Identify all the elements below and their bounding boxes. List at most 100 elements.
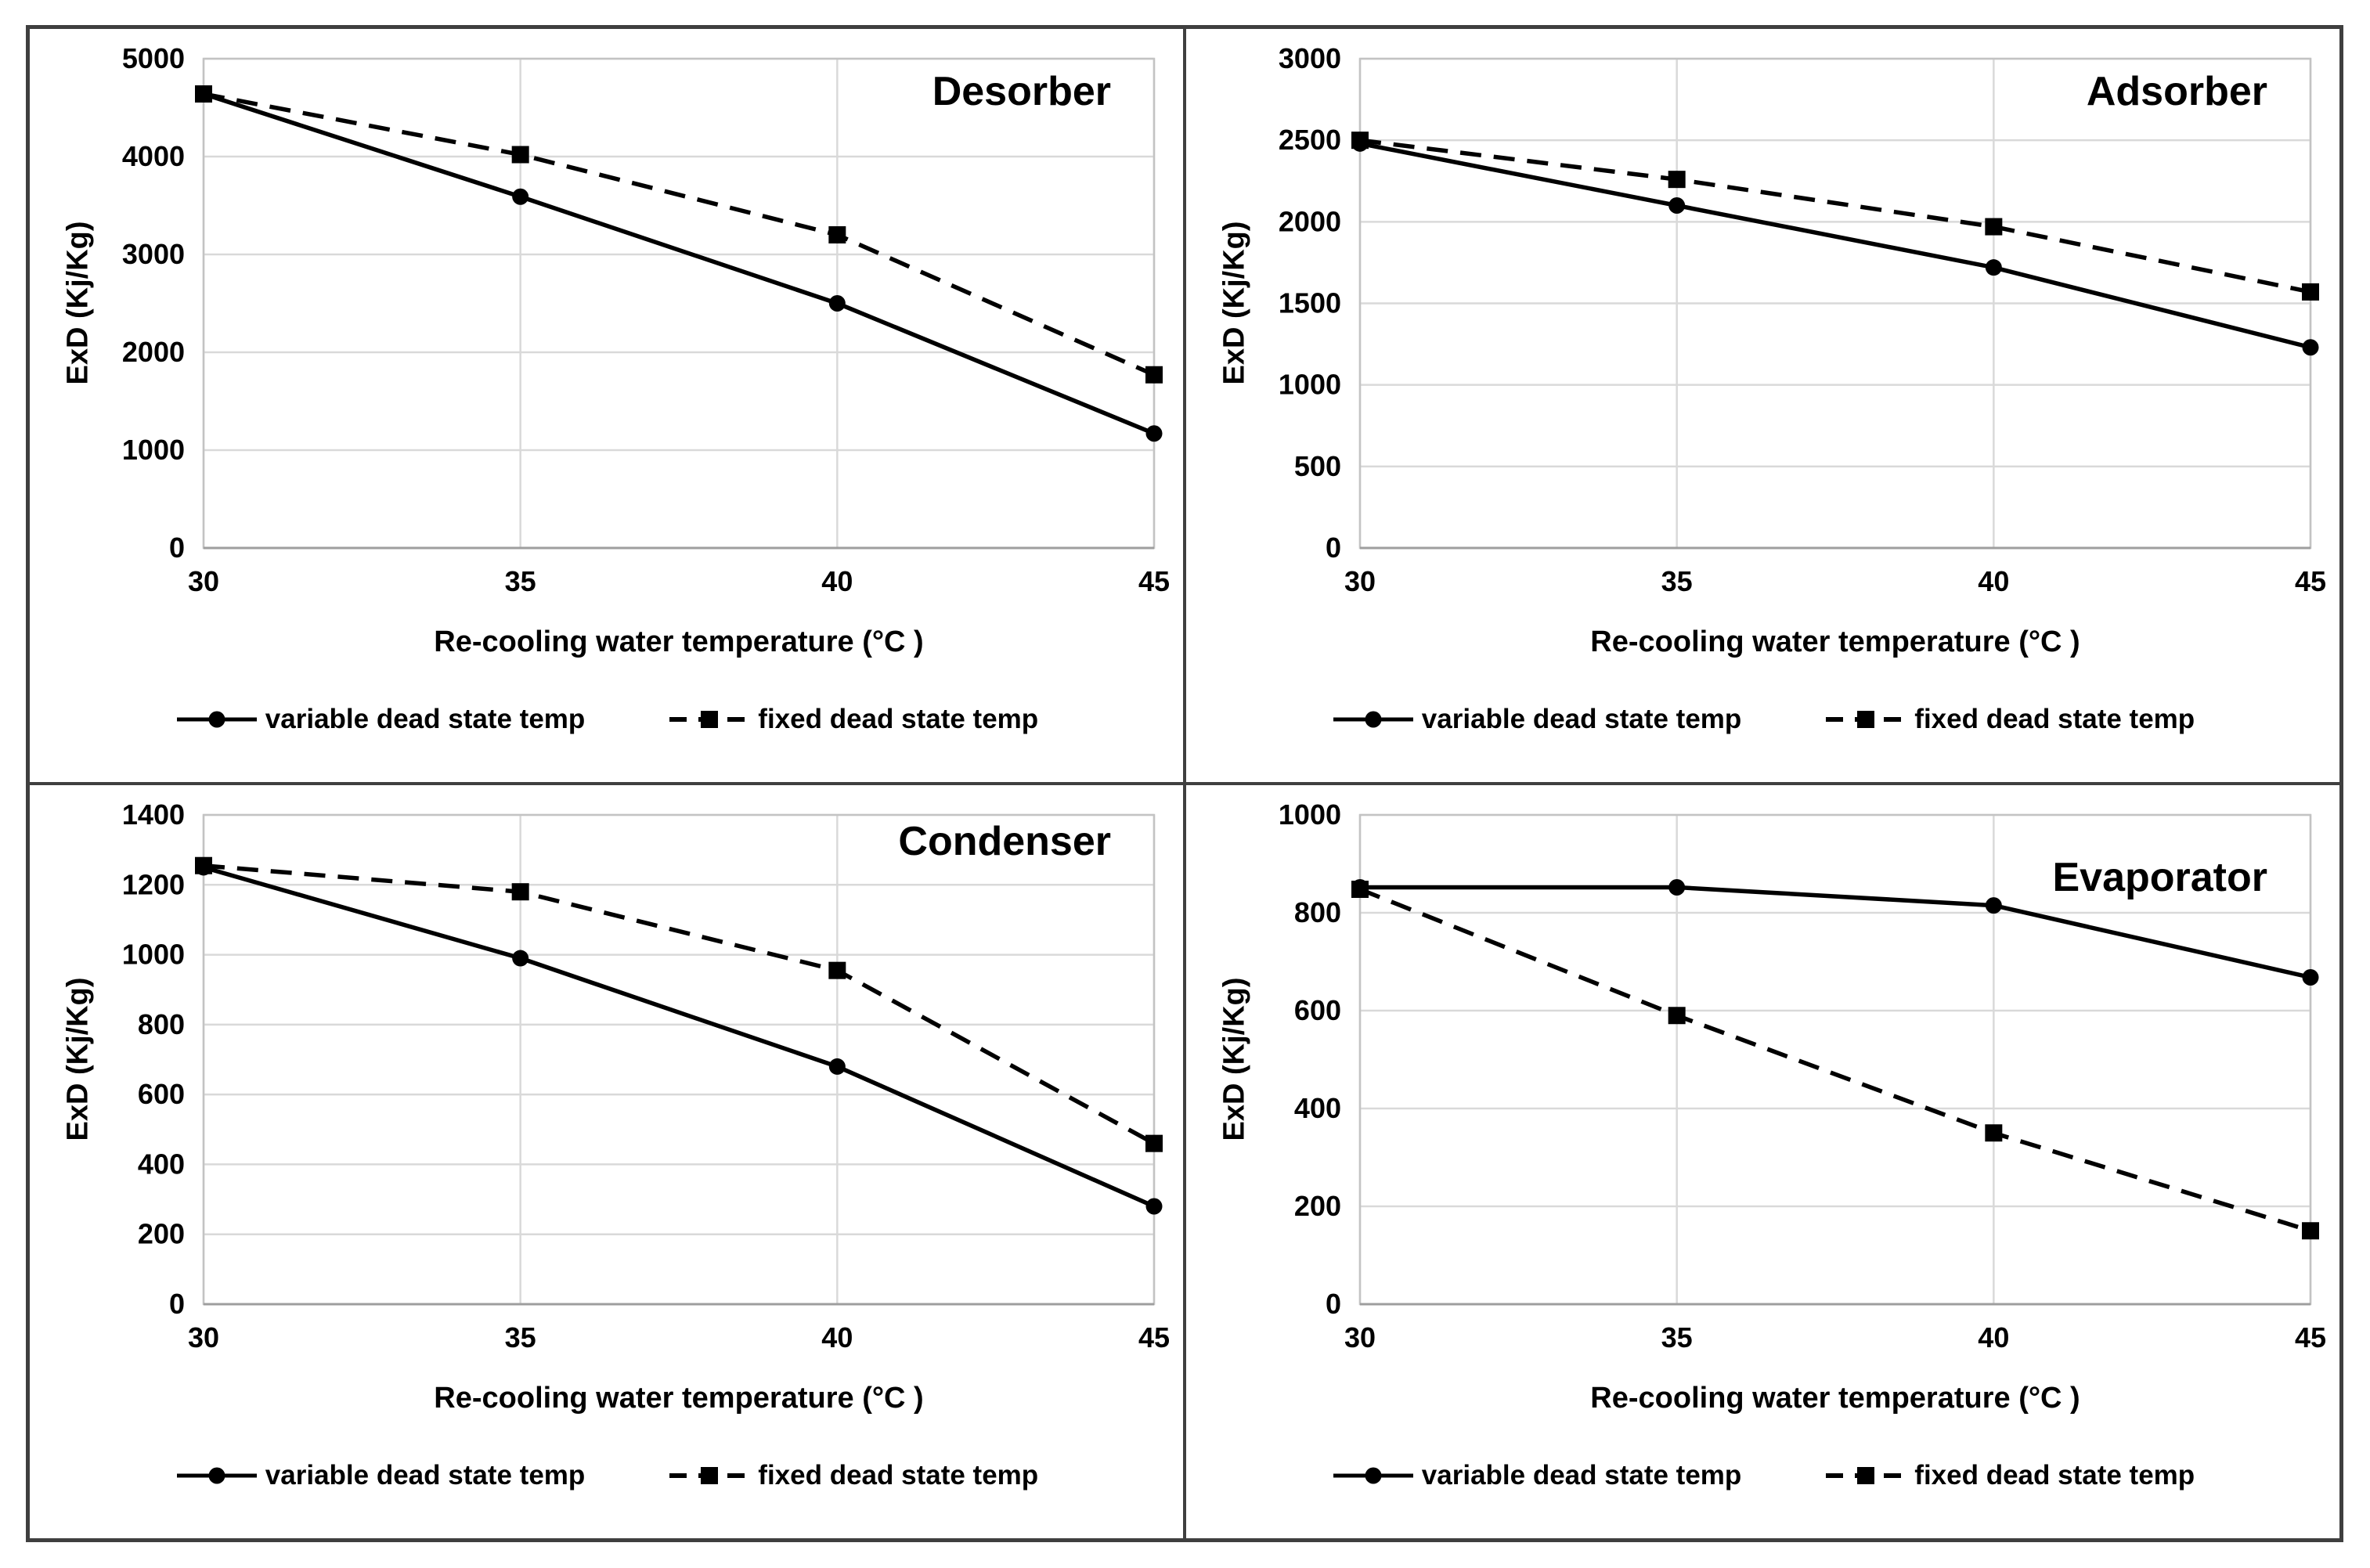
dashed-line-square-marker-icon bbox=[669, 1467, 750, 1484]
y-axis-title: ExD (Kj/Kg) bbox=[1217, 221, 1251, 385]
legend: variable dead state temp fixed dead stat… bbox=[1186, 1460, 2339, 1491]
y-tick-label: 2000 bbox=[122, 336, 185, 368]
y-tick-label: 1000 bbox=[1279, 798, 1341, 831]
legend-entry-variable: variable dead state temp bbox=[175, 704, 586, 735]
legend-label-variable: variable dead state temp bbox=[1421, 1460, 1742, 1491]
x-tick-label: 45 bbox=[2295, 1321, 2326, 1354]
solid-line-circle-marker-icon bbox=[176, 711, 257, 728]
x-axis-title: Re-cooling water temperature (°C ) bbox=[1590, 1382, 2080, 1415]
y-tick-label: 200 bbox=[1294, 1190, 1341, 1222]
chart-panel-adsorber: 0 500 1000 1500 2000 2500 3000 30 35 40 45 Adsorbe… bbox=[1186, 29, 2339, 782]
y-axis-title: ExD (Kj/Kg) bbox=[61, 221, 95, 385]
y-tick-label: 1000 bbox=[122, 939, 185, 971]
x-tick-label: 35 bbox=[1661, 565, 1693, 597]
x-tick-label: 35 bbox=[505, 1321, 536, 1354]
y-tick-label: 1500 bbox=[1279, 287, 1341, 319]
x-axis-title: Re-cooling water temperature (°C ) bbox=[434, 1382, 924, 1415]
y-tick-label: 1400 bbox=[122, 798, 185, 831]
y-axis-title: ExD (Kj/Kg) bbox=[61, 977, 95, 1141]
legend-entry-variable: variable dead state temp bbox=[1331, 704, 1742, 735]
y-tick-label: 4000 bbox=[122, 140, 185, 172]
x-tick-label: 40 bbox=[821, 1321, 853, 1354]
x-tick-label: 30 bbox=[188, 565, 219, 597]
y-tick-label: 1200 bbox=[122, 868, 185, 900]
series-line-variable bbox=[203, 865, 1156, 1209]
circle-marker bbox=[1985, 259, 2002, 276]
y-tick-label: 800 bbox=[1294, 896, 1341, 928]
solid-line-circle-marker-icon bbox=[176, 1467, 257, 1484]
chart-title: Evaporator bbox=[2052, 855, 2267, 900]
circle-marker bbox=[2302, 339, 2319, 356]
square-marker bbox=[2302, 1222, 2319, 1240]
y-tick-label: 3000 bbox=[122, 238, 185, 270]
y-tick-label: 3000 bbox=[1279, 42, 1341, 74]
square-marker bbox=[1985, 1124, 2003, 1142]
x-tick-label: 35 bbox=[505, 565, 536, 597]
vertical-divider bbox=[1183, 785, 1186, 1538]
legend-entry-fixed: fixed dead state temp bbox=[667, 1460, 1038, 1491]
legend: variable dead state temp fixed dead stat… bbox=[1186, 704, 2339, 735]
circle-marker bbox=[1668, 197, 1686, 214]
y-tick-label: 2500 bbox=[1279, 124, 1341, 156]
dashed-line-square-marker-icon bbox=[1826, 711, 1906, 728]
x-axis-title: Re-cooling water temperature (°C ) bbox=[434, 625, 924, 658]
x-tick-label: 45 bbox=[1138, 565, 1170, 597]
x-tick-label: 40 bbox=[1978, 1321, 2009, 1354]
x-tick-label: 30 bbox=[1344, 565, 1376, 597]
square-marker bbox=[1145, 1134, 1163, 1152]
legend-label-variable: variable dead state temp bbox=[1421, 704, 1742, 734]
y-tick-label: 0 bbox=[169, 1288, 185, 1320]
chart-title: Adsorber bbox=[2086, 69, 2267, 114]
chart-panel-evaporator: 0 200 400 600 800 1000 30 35 40 45 Evaporator ExD… bbox=[1186, 785, 2339, 1538]
y-tick-label: 400 bbox=[1294, 1092, 1341, 1124]
square-marker bbox=[1985, 218, 2003, 236]
dashed-line-square-marker-icon bbox=[669, 711, 750, 728]
square-marker bbox=[1668, 171, 1686, 189]
y-tick-label: 0 bbox=[1326, 532, 1341, 564]
y-tick-label: 5000 bbox=[122, 42, 185, 74]
y-tick-label: 0 bbox=[169, 532, 185, 564]
y-tick-label: 1000 bbox=[122, 434, 185, 466]
x-tick-label: 30 bbox=[188, 1321, 219, 1354]
legend-label-fixed: fixed dead state temp bbox=[1914, 1460, 2195, 1491]
y-tick-label: 500 bbox=[1294, 450, 1341, 482]
series-line-fixed bbox=[1358, 887, 2311, 1233]
series-line-variable bbox=[1360, 885, 2311, 980]
circle-marker bbox=[512, 950, 529, 967]
y-tick-label: 600 bbox=[1294, 994, 1341, 1026]
series-line-fixed bbox=[203, 92, 1156, 377]
series-line-variable bbox=[1359, 141, 2311, 350]
circle-marker bbox=[2302, 969, 2319, 986]
y-tick-label: 600 bbox=[138, 1078, 185, 1110]
square-marker bbox=[1668, 1007, 1686, 1025]
square-marker bbox=[1351, 132, 1369, 150]
x-tick-label: 35 bbox=[1661, 1321, 1693, 1354]
chart-panel-condenser: 0 200 400 600 800 1000 1200 1400 30 35 40 45 Conden… bbox=[30, 785, 1183, 1538]
square-marker bbox=[1145, 366, 1163, 384]
plot-border bbox=[202, 813, 1156, 1306]
x-tick-label: 45 bbox=[2295, 565, 2326, 597]
circle-marker bbox=[512, 188, 529, 205]
x-tick-label: 45 bbox=[1138, 1321, 1170, 1354]
series-line-fixed bbox=[1359, 138, 2311, 294]
x-axis-title: Re-cooling water temperature (°C ) bbox=[1590, 625, 2080, 658]
legend-entry-variable: variable dead state temp bbox=[1331, 1460, 1742, 1491]
plot-border bbox=[202, 57, 1156, 550]
square-marker bbox=[1351, 881, 1369, 898]
legend-entry-variable: variable dead state temp bbox=[175, 1460, 586, 1491]
series-line-fixed bbox=[203, 863, 1156, 1146]
chart-panel-desorber: 0 1000 2000 3000 4000 5000 30 35 40 45 Desorber E… bbox=[30, 29, 1183, 782]
y-axis-title: ExD (Kj/Kg) bbox=[1217, 977, 1251, 1141]
square-marker bbox=[195, 85, 212, 103]
evaporator-plot-area: 0 200 400 600 800 1000 30 35 40 45 bbox=[1279, 798, 2326, 1354]
horizontal-divider bbox=[30, 782, 2339, 785]
legend-label-variable: variable dead state temp bbox=[265, 1460, 586, 1491]
solid-line-circle-marker-icon bbox=[1333, 711, 1413, 728]
chart-title: Desorber bbox=[932, 69, 1111, 114]
x-tick-label: 40 bbox=[821, 565, 853, 597]
circle-marker bbox=[828, 295, 846, 312]
square-marker bbox=[828, 226, 846, 243]
legend-label-variable: variable dead state temp bbox=[265, 704, 586, 734]
legend-label-fixed: fixed dead state temp bbox=[1914, 704, 2195, 734]
solid-line-circle-marker-icon bbox=[1333, 1467, 1413, 1484]
